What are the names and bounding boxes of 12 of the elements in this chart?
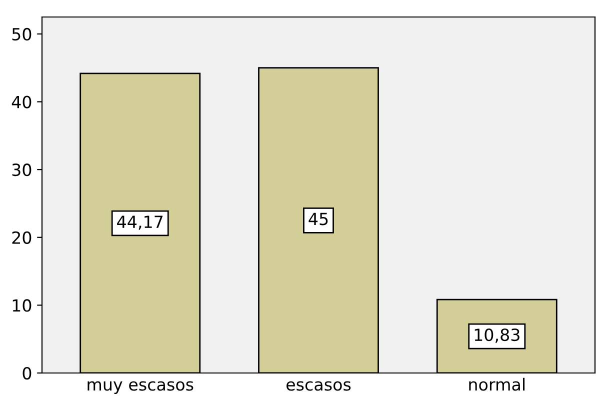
data-label: 44,17 — [117, 216, 163, 230]
y-tick-label: 10 — [12, 299, 32, 312]
y-tick-label: 0 — [22, 366, 32, 380]
y-tick-label: 40 — [12, 96, 32, 108]
y-tick-label: 20 — [12, 231, 32, 244]
data-label: 10,83 — [474, 328, 520, 343]
data-label: 45 — [308, 212, 328, 226]
x-tick-label: escasos — [286, 381, 351, 391]
x-tick-label: normal — [469, 378, 525, 391]
y-tick-label: 30 — [12, 164, 32, 176]
y-tick-label: 50 — [12, 28, 32, 41]
x-tick-label: muy escasos — [88, 381, 194, 394]
